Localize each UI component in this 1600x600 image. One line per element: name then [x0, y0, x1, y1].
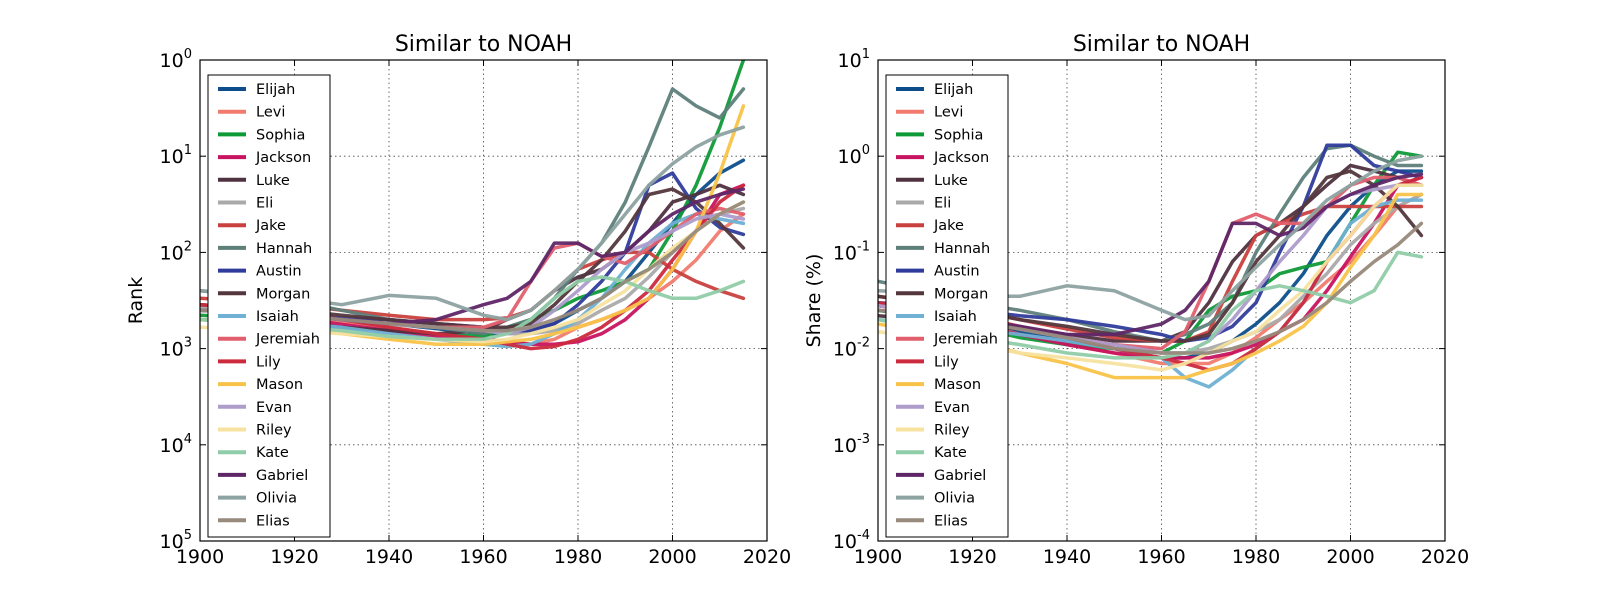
legend-label-jackson: Jackson — [255, 150, 311, 166]
series-group — [200, 60, 746, 351]
x-tick-label: 1920 — [270, 546, 318, 568]
legend-label-riley: Riley — [256, 423, 292, 439]
x-tick-label: 2020 — [743, 546, 791, 568]
legend-label-elijah: Elijah — [256, 82, 295, 98]
y-tick-label: 102 — [160, 239, 192, 264]
legend-label-riley: Riley — [934, 423, 970, 439]
x-tick-label: 1920 — [948, 546, 996, 568]
y-tick-label: 10-1 — [833, 239, 870, 264]
legend-label-mason: Mason — [256, 377, 303, 393]
y-tick-label: 101 — [160, 143, 192, 168]
legend-label-jackson: Jackson — [933, 150, 989, 166]
legend-label-kate: Kate — [256, 445, 289, 461]
legend-label-jeremiah: Jeremiah — [933, 332, 998, 348]
series-line-elias — [200, 200, 746, 333]
series-line-olivia — [878, 154, 1424, 322]
series-line-gabriel — [878, 172, 1424, 337]
x-tick-label: 1940 — [1043, 546, 1091, 568]
legend-label-luke: Luke — [256, 173, 290, 189]
y-tick-label: 103 — [160, 336, 192, 361]
y-tick-label: 10-4 — [833, 528, 870, 553]
legend-label-luke: Luke — [934, 173, 968, 189]
series-line-morgan — [878, 169, 1424, 343]
series-line-olivia — [200, 125, 746, 322]
legend-label-levi: Levi — [256, 105, 285, 121]
y-tick-label: 100 — [160, 47, 192, 72]
series-line-kate — [200, 275, 746, 342]
legend-label-morgan: Morgan — [934, 286, 988, 302]
legend-label-isaiah: Isaiah — [934, 309, 977, 325]
legend-label-elias: Elias — [934, 513, 968, 529]
chart-title: Similar to NOAH — [395, 32, 572, 57]
legend-label-lily: Lily — [256, 354, 281, 370]
series-line-isaiah — [200, 212, 746, 349]
legend-label-kate: Kate — [934, 445, 967, 461]
y-tick-label: 101 — [838, 47, 870, 72]
x-tick-label: 1980 — [1232, 546, 1280, 568]
legend-label-eli: Eli — [934, 196, 951, 212]
legend-label-jake: Jake — [255, 218, 286, 234]
legend-label-sophia: Sophia — [256, 127, 305, 143]
legend-label-sophia: Sophia — [934, 127, 983, 143]
x-tick-label: 1940 — [365, 546, 413, 568]
y-axis-label: Rank — [125, 277, 147, 324]
legend-box — [885, 74, 1009, 538]
series-line-riley — [878, 183, 1424, 372]
series-line-elias — [878, 221, 1424, 355]
legend-label-isaiah: Isaiah — [256, 309, 299, 325]
y-tick-label: 10-3 — [833, 432, 870, 457]
series-line-kate — [878, 250, 1424, 360]
chart-title: Similar to NOAH — [1073, 32, 1250, 57]
chart-panel-2: 1900 1920 1940 1960 1980 2000 2020 101 100 10-1 10… — [803, 32, 1469, 568]
legend-label-elijah: Elijah — [934, 82, 973, 98]
series-line-isaiah — [878, 198, 1424, 389]
legend-box — [207, 74, 331, 538]
x-tick-label: 2000 — [1326, 546, 1374, 568]
legend-label-hannah: Hannah — [934, 241, 990, 257]
legend: Elijah Levi Sophia Jackson Luke Eli Jake Hannah… — [885, 74, 1009, 538]
legend-label-lily: Lily — [934, 354, 959, 370]
x-tick-label: 1900 — [854, 546, 902, 568]
legend-label-evan: Evan — [934, 400, 970, 416]
y-axis-label: Share (%) — [803, 254, 825, 348]
y-tick-label: 100 — [838, 143, 870, 168]
legend-label-gabriel: Gabriel — [934, 468, 986, 484]
legend: Elijah Levi Sophia Jackson Luke Eli Jake Hannah… — [207, 74, 331, 538]
series-group — [878, 143, 1424, 389]
legend-label-evan: Evan — [256, 400, 292, 416]
y-tick-label: 104 — [160, 432, 192, 457]
x-tick-label: 1900 — [176, 546, 224, 568]
legend-label-olivia: Olivia — [934, 491, 975, 507]
legend-label-elias: Elias — [256, 513, 290, 529]
legend-label-mason: Mason — [934, 377, 981, 393]
y-tick-label: 10-2 — [833, 336, 870, 361]
x-tick-label: 1960 — [459, 546, 507, 568]
x-tick-label: 2000 — [648, 546, 696, 568]
legend-label-levi: Levi — [934, 105, 963, 121]
legend-label-hannah: Hannah — [256, 241, 312, 257]
legend-label-austin: Austin — [934, 264, 980, 280]
legend-label-jake: Jake — [933, 218, 964, 234]
y-tick-label: 105 — [160, 528, 192, 553]
x-tick-label: 1980 — [554, 546, 602, 568]
x-tick-label: 2020 — [1421, 546, 1469, 568]
legend-label-gabriel: Gabriel — [256, 468, 308, 484]
series-line-morgan — [200, 187, 746, 330]
x-tick-label: 1960 — [1137, 546, 1185, 568]
legend-label-olivia: Olivia — [256, 491, 297, 507]
series-line-riley — [200, 200, 746, 344]
legend-label-eli: Eli — [256, 196, 273, 212]
legend-label-austin: Austin — [256, 264, 302, 280]
chart-panel-1: 1900 1920 1940 1960 1980 2000 2020 100 101 102 103… — [125, 32, 791, 568]
legend-label-jeremiah: Jeremiah — [255, 332, 320, 348]
legend-label-morgan: Morgan — [256, 286, 310, 302]
